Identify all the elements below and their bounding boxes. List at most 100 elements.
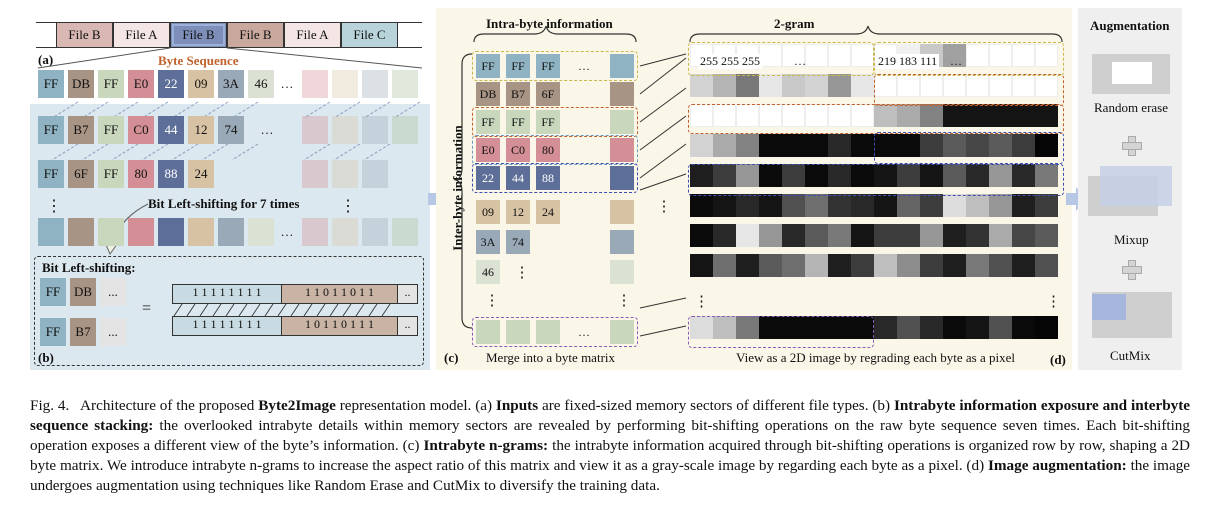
gram-highlight [688,316,874,348]
pixel [966,254,989,277]
pixel [1012,224,1035,247]
pixel [690,194,713,217]
byte-cell: 88 [158,160,184,188]
file-cell: File A [113,22,170,48]
vdots: ⋮ [656,198,672,215]
pixel [920,194,943,217]
matrix-cell: 24 [536,200,560,224]
pixel [897,164,920,187]
panel-byte-matrix: Intra-byte information 2-gram Inter-byte… [436,8,1072,370]
matrix-cell-blank [610,138,634,162]
matrix-cell: 3A [476,230,500,254]
pixel [874,254,897,277]
byte-sequence-title: Byte Sequence [158,53,239,68]
pixel [713,74,736,97]
pixel [897,104,920,127]
mixup-label: Mixup [1114,232,1149,247]
matrix-cell: FF [506,110,530,134]
pixel [1012,104,1035,127]
pixel [782,44,805,67]
pixel [1012,44,1035,67]
pixel [782,224,805,247]
pixel [989,134,1012,157]
gram-highlight [874,132,1064,164]
pixel [713,254,736,277]
pixel [805,316,828,339]
byte-cell: 6F [68,160,94,188]
cutmix-image [1092,292,1172,338]
ellipsis: … [950,54,962,68]
byte-cell: 24 [188,160,214,188]
pixel [920,224,943,247]
pixel [828,316,851,339]
ellipsis: … [578,58,590,73]
pixel [759,74,782,97]
pixel [1035,316,1058,339]
caption-exposure-text: the overlooked intrabyte details within … [30,417,1190,454]
pixel [989,194,1012,217]
byte-cell: E0 [128,70,154,98]
pixel [874,224,897,247]
byte-cell-faded [302,218,328,246]
byte-cell-more: ... [100,318,126,346]
caption-intro2: representation model. (a) [339,397,493,414]
caption-ngrams-text: the intrabyte information acquired throu… [30,437,1191,474]
caption-inputs: Inputs [495,397,539,414]
pixel [736,134,759,157]
matrix-cell: 12 [506,200,530,224]
caption-model: Byte2Image [258,397,336,414]
caption-exposure: Intrabyte information exposure and inter… [30,397,1191,434]
pixel [851,164,874,187]
gram-highlight [688,164,1064,196]
byte-cell-faded [332,116,358,144]
pixel [805,194,828,217]
byte-cell: DB [68,70,94,98]
matrix-cell: C0 [506,138,530,162]
pixel [759,316,782,339]
byte-cell: 46 [248,70,274,98]
bits-left: 1 1 1 1 1 1 1 1 [173,317,281,335]
vdots: ⋮ [694,294,709,310]
pixel [1035,134,1058,157]
panel-augmentation: Augmentation Random erase Mixup CutMix [1078,8,1182,370]
vdots: ⋮ [340,198,356,215]
matrix-cell-blank [506,320,530,344]
pixel [713,194,736,217]
pixel [966,316,989,339]
byte-cell: 12 [188,116,214,144]
pixel [1035,44,1058,67]
pixel [805,44,828,67]
row-highlight [472,163,638,193]
pixel [874,164,897,187]
pixel [690,74,713,97]
byte-cell: B7 [70,318,96,346]
pixel [805,134,828,157]
byte-cell: 80 [128,160,154,188]
bits-left: 1 1 1 1 1 1 1 1 [173,285,281,303]
matrix-cell-blank [536,320,560,344]
gram-highlight [688,104,1064,134]
pixel [1012,194,1035,217]
gram-title: 2-gram [774,16,815,31]
pixel [1035,254,1058,277]
pixel [713,164,736,187]
matrix-cell: DB [476,82,500,106]
pixel [966,164,989,187]
byte-cell-faded [362,116,388,144]
bits-row-original: 1 1 1 1 1 1 1 1 1 1 0 1 1 0 1 1 .. [172,284,418,304]
matrix-cell-blank [610,54,634,78]
cutmix-label: CutMix [1110,348,1151,363]
pixel [1012,134,1035,157]
bits-right: 1 0 1 1 0 1 1 1 [281,317,397,335]
byte-cell: FF [38,116,64,144]
pixel [828,74,851,97]
pixel [759,224,782,247]
pixel [1012,254,1035,277]
byte-cell-blank [158,218,184,246]
pixel [736,74,759,97]
pixel [851,134,874,157]
byte-cell-blank [218,218,244,246]
pixel [897,134,920,157]
pixel [851,224,874,247]
matrix-cell-blank [610,230,634,254]
